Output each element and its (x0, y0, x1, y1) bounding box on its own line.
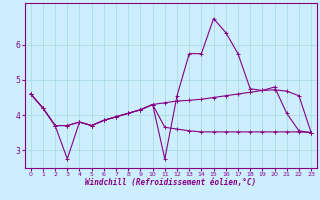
X-axis label: Windchill (Refroidissement éolien,°C): Windchill (Refroidissement éolien,°C) (85, 178, 257, 187)
